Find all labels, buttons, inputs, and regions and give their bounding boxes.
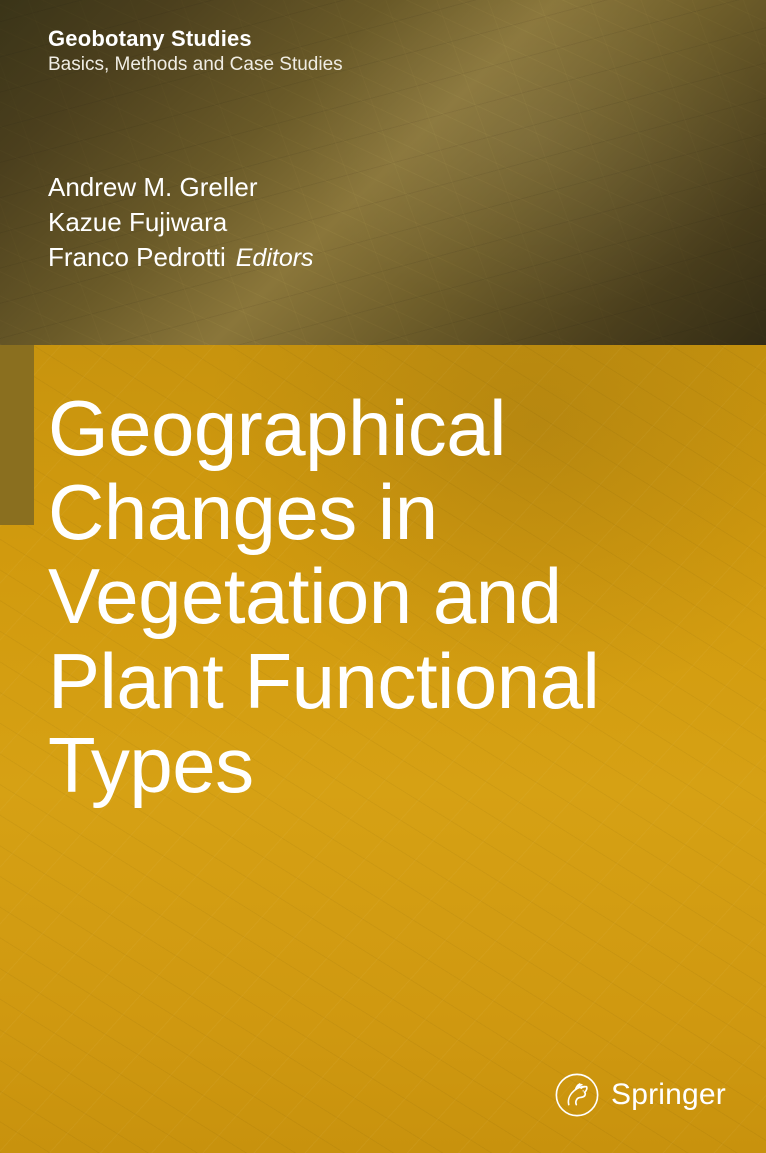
editor-name: Kazue Fujiwara bbox=[48, 205, 314, 240]
title-line: Vegetation and bbox=[48, 554, 730, 638]
spine-accent-block bbox=[0, 345, 34, 525]
series-subtitle: Basics, Methods and Case Studies bbox=[48, 54, 343, 76]
title-line: Geographical bbox=[48, 386, 730, 470]
title-line: Types bbox=[48, 723, 730, 807]
editor-name: Franco Pedrotti bbox=[48, 242, 226, 272]
editor-line-last: Franco Pedrotti Editors bbox=[48, 240, 314, 276]
series-block: Geobotany Studies Basics, Methods and Ca… bbox=[48, 26, 343, 76]
publisher-name: Springer bbox=[611, 1078, 726, 1112]
publisher-block: Springer bbox=[555, 1073, 726, 1117]
editor-name: Andrew M. Greller bbox=[48, 170, 314, 205]
series-title: Geobotany Studies bbox=[48, 26, 343, 52]
editors-role-label: Editors bbox=[236, 244, 314, 272]
book-title: Geographical Changes in Vegetation and P… bbox=[48, 386, 730, 807]
title-line: Changes in bbox=[48, 470, 730, 554]
book-cover: Geobotany Studies Basics, Methods and Ca… bbox=[0, 0, 766, 1153]
title-line: Plant Functional bbox=[48, 639, 730, 723]
editors-block: Andrew M. Greller Kazue Fujiwara Franco … bbox=[48, 170, 314, 276]
springer-horse-icon bbox=[555, 1073, 599, 1117]
